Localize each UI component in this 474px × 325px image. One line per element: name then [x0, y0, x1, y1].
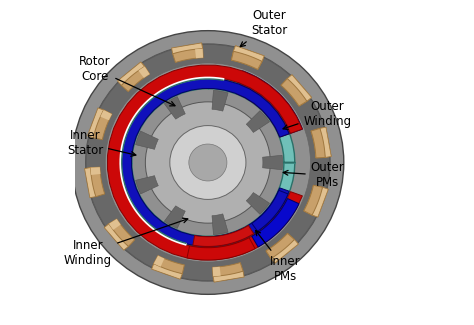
Polygon shape: [154, 255, 184, 274]
Text: Outer
Stator: Outer Stator: [240, 9, 288, 46]
Text: Inner
Winding: Inner Winding: [64, 218, 188, 267]
Polygon shape: [281, 79, 307, 106]
Polygon shape: [164, 206, 185, 228]
Polygon shape: [263, 155, 283, 170]
Polygon shape: [138, 67, 150, 78]
Polygon shape: [304, 211, 318, 217]
Polygon shape: [251, 58, 262, 70]
Polygon shape: [320, 127, 331, 157]
Text: Inner
Stator: Inner Stator: [67, 129, 136, 157]
Polygon shape: [104, 219, 117, 227]
Polygon shape: [231, 51, 262, 70]
Text: Inner
PMs: Inner PMs: [256, 230, 301, 283]
Polygon shape: [201, 43, 203, 58]
Polygon shape: [121, 79, 289, 246]
Polygon shape: [233, 46, 264, 61]
Polygon shape: [193, 226, 254, 246]
Polygon shape: [109, 219, 121, 230]
Polygon shape: [311, 128, 325, 158]
Polygon shape: [299, 98, 311, 106]
Polygon shape: [141, 62, 150, 74]
Polygon shape: [316, 156, 331, 158]
Polygon shape: [164, 97, 185, 119]
Text: Outer
PMs: Outer PMs: [283, 162, 345, 189]
Polygon shape: [195, 49, 203, 58]
Text: Rotor
Core: Rotor Core: [79, 55, 175, 106]
Polygon shape: [252, 190, 288, 231]
Polygon shape: [213, 267, 214, 282]
Polygon shape: [271, 240, 298, 263]
Polygon shape: [187, 238, 255, 260]
Polygon shape: [100, 110, 112, 120]
Polygon shape: [91, 167, 100, 175]
Ellipse shape: [85, 44, 330, 281]
Polygon shape: [246, 192, 270, 214]
Text: Outer
Winding: Outer Winding: [283, 100, 352, 130]
Polygon shape: [172, 43, 203, 54]
Polygon shape: [304, 205, 315, 215]
Polygon shape: [304, 185, 322, 215]
Polygon shape: [93, 110, 112, 140]
Polygon shape: [213, 267, 221, 276]
Polygon shape: [108, 65, 302, 260]
Ellipse shape: [170, 125, 246, 200]
Polygon shape: [212, 214, 228, 235]
Polygon shape: [311, 128, 325, 158]
Polygon shape: [266, 247, 277, 258]
Polygon shape: [88, 108, 104, 138]
Polygon shape: [246, 111, 270, 133]
Polygon shape: [84, 168, 96, 198]
Ellipse shape: [86, 45, 329, 280]
Polygon shape: [152, 264, 182, 279]
Polygon shape: [304, 185, 322, 215]
Polygon shape: [121, 78, 295, 247]
Polygon shape: [104, 224, 128, 250]
Polygon shape: [233, 46, 264, 61]
Polygon shape: [320, 127, 331, 157]
Polygon shape: [258, 56, 264, 70]
Polygon shape: [266, 233, 294, 258]
Polygon shape: [136, 131, 158, 150]
Polygon shape: [252, 199, 299, 247]
Polygon shape: [237, 84, 289, 137]
Polygon shape: [152, 255, 158, 269]
Polygon shape: [315, 150, 325, 158]
Polygon shape: [109, 219, 135, 246]
Polygon shape: [287, 75, 311, 101]
Polygon shape: [136, 176, 158, 194]
Polygon shape: [231, 51, 262, 70]
Polygon shape: [84, 167, 100, 169]
Polygon shape: [312, 187, 328, 217]
Polygon shape: [118, 62, 145, 85]
Polygon shape: [98, 108, 112, 114]
Ellipse shape: [189, 144, 227, 181]
Polygon shape: [154, 255, 164, 267]
Polygon shape: [213, 263, 243, 276]
Ellipse shape: [72, 31, 344, 294]
Polygon shape: [271, 240, 298, 263]
Polygon shape: [295, 95, 307, 106]
Polygon shape: [287, 75, 311, 101]
Polygon shape: [312, 187, 328, 217]
Polygon shape: [212, 90, 228, 111]
Polygon shape: [266, 233, 294, 258]
Ellipse shape: [105, 63, 310, 262]
Polygon shape: [173, 49, 203, 62]
Polygon shape: [238, 71, 302, 133]
Polygon shape: [121, 67, 150, 92]
Ellipse shape: [146, 102, 270, 223]
Polygon shape: [91, 167, 105, 197]
Polygon shape: [266, 251, 275, 263]
Polygon shape: [213, 271, 244, 282]
Polygon shape: [281, 79, 307, 106]
